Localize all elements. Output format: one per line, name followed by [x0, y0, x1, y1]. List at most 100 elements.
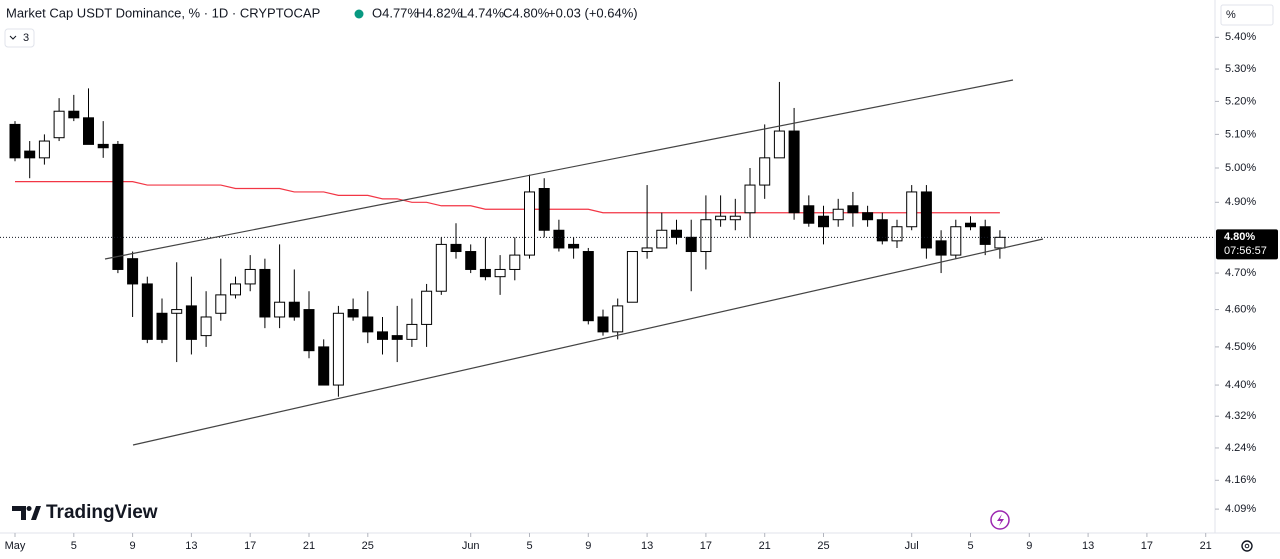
- indicator-count: 3: [23, 32, 29, 44]
- bolt: [997, 514, 1004, 526]
- symbol-title: Market Cap USDT Dominance, % · 1D · CRYP…: [6, 5, 320, 20]
- y-tick-label: 4.32%: [1225, 410, 1256, 422]
- candle-body: [53, 110, 65, 139]
- candle-body: [156, 312, 168, 340]
- candle-body: [391, 335, 403, 340]
- candle-body: [759, 157, 771, 186]
- x-tick-label: 25: [362, 540, 374, 552]
- candle-body: [626, 251, 638, 303]
- y-tick-label: 4.60%: [1225, 303, 1256, 315]
- x-tick-label: 9: [1026, 540, 1032, 552]
- candle-body: [582, 251, 594, 322]
- x-tick-label: 9: [130, 540, 136, 552]
- candle-body: [832, 208, 844, 221]
- x-tick-label: 21: [759, 540, 771, 552]
- y-tick-label: 4.40%: [1225, 379, 1256, 391]
- indicator-toggle[interactable]: [4, 28, 35, 48]
- y-tick-label: 5.40%: [1225, 31, 1256, 43]
- ohlc-low: L4.74%: [460, 5, 505, 20]
- y-tick-label: 4.50%: [1225, 341, 1256, 353]
- candle-body: [38, 140, 50, 159]
- alert-icon[interactable]: [990, 510, 1010, 530]
- candle-body: [288, 301, 300, 318]
- x-tick-label: 5: [526, 540, 532, 552]
- candle-body: [68, 110, 80, 119]
- candle-body: [318, 346, 330, 386]
- y-tick-label: 4.90%: [1225, 196, 1256, 208]
- candle-body: [524, 191, 535, 256]
- scale-mode: %: [1226, 9, 1236, 21]
- x-tick-label: Jul: [905, 540, 919, 552]
- y-tick-label: 5.30%: [1225, 63, 1256, 75]
- chevron-icon: [9, 35, 17, 40]
- scale-mode-button[interactable]: [1220, 4, 1274, 26]
- channel-lower: [132, 238, 1044, 446]
- brand-name: TradingView: [46, 502, 158, 523]
- x-tick-label: Jun: [462, 540, 480, 552]
- candle-body: [127, 258, 139, 285]
- last-price-label: 4.80%: [1224, 231, 1255, 243]
- candle-body: [259, 268, 271, 318]
- candle-body: [597, 316, 609, 333]
- x-tick-label: May: [5, 540, 26, 552]
- candle-body: [979, 226, 991, 245]
- candle-body: [215, 294, 227, 314]
- x-tick-label: 5: [967, 540, 973, 552]
- candle-body: [656, 229, 668, 249]
- candle-body: [729, 215, 741, 221]
- candle-body: [568, 243, 580, 249]
- candle-body: [891, 226, 903, 242]
- brand-logo: TradingView: [12, 502, 158, 523]
- status-dot: [354, 9, 364, 19]
- x-tick-label: 17: [1141, 540, 1153, 552]
- candle-body: [377, 331, 388, 340]
- y-tick-label: 4.09%: [1225, 503, 1256, 515]
- y-tick-label: 4.24%: [1225, 442, 1256, 454]
- y-tick-label: 4.70%: [1225, 267, 1256, 279]
- candle-body: [465, 251, 477, 270]
- candle-body: [803, 205, 815, 224]
- candle-body: [141, 283, 153, 340]
- candle-body: [920, 191, 932, 249]
- y-tick-label: 4.16%: [1225, 474, 1256, 486]
- y-tick-label: 5.00%: [1225, 162, 1256, 174]
- candle-body: [862, 212, 874, 221]
- candle-body: [715, 215, 727, 221]
- candle-body: [538, 187, 550, 231]
- candle-body: [230, 283, 241, 296]
- x-tick-label: 13: [1082, 540, 1094, 552]
- x-tick-label: 25: [817, 540, 829, 552]
- candle-body: [788, 130, 800, 214]
- x-tick-label: 5: [71, 540, 77, 552]
- candle-body: [685, 236, 697, 253]
- candle-body: [935, 240, 947, 256]
- x-tick-label: 9: [585, 540, 591, 552]
- candle-body: [994, 236, 1006, 249]
- settings-icon[interactable]: [1241, 540, 1253, 552]
- candle-body: [671, 229, 682, 238]
- candle-body: [744, 184, 756, 214]
- candle-body: [818, 215, 829, 228]
- candle-body: [362, 316, 374, 333]
- candle-body: [332, 312, 344, 386]
- candle-body: [965, 222, 976, 228]
- candle-body: [450, 243, 462, 253]
- candle-body: [479, 268, 491, 278]
- x-tick-label: 21: [303, 540, 315, 552]
- candle-body: [347, 309, 359, 318]
- candle-body: [171, 309, 183, 314]
- candle-body: [435, 243, 447, 292]
- candle-body: [773, 130, 785, 159]
- candle-body: [406, 323, 418, 340]
- y-tick-label: 5.10%: [1225, 128, 1256, 140]
- candle-body: [494, 268, 506, 278]
- channel-upper: [104, 79, 1014, 260]
- candle-body: [612, 305, 624, 333]
- x-tick-label: 13: [641, 540, 653, 552]
- candle-body: [244, 268, 256, 285]
- candle-body: [112, 143, 124, 270]
- ohlc-change: +0.03 (+0.64%): [548, 5, 638, 20]
